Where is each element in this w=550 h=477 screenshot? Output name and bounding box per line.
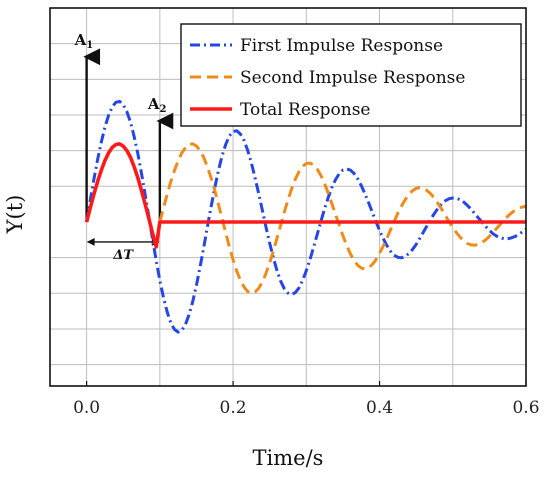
x-tick-label: 0.2 <box>220 398 247 418</box>
x-tick-label: 0.4 <box>366 398 393 418</box>
series-line-0 <box>85 99 527 334</box>
legend-label-1: Second Impulse Response <box>240 68 465 88</box>
legend-label-2: Total Response <box>240 100 371 120</box>
series-line-2 <box>84 142 526 249</box>
x-tick-label: 0.6 <box>512 398 539 418</box>
series-line-1 <box>158 142 527 295</box>
legend-box <box>180 23 522 127</box>
series-lines <box>84 99 527 334</box>
y-axis-title: Y(t) <box>3 195 27 235</box>
x-axis-title: Time/s <box>253 446 324 470</box>
delta-t-label: ΔT <box>112 248 134 263</box>
legend-label-0: First Impulse Response <box>240 36 443 56</box>
x-tick-label: 0.0 <box>73 398 100 418</box>
plot-frame <box>49 7 527 387</box>
x-axis-ticks: 0.0 0.2 0.4 0.6 <box>73 381 540 418</box>
legend: First Impulse Response Second Impulse Res… <box>180 23 522 127</box>
